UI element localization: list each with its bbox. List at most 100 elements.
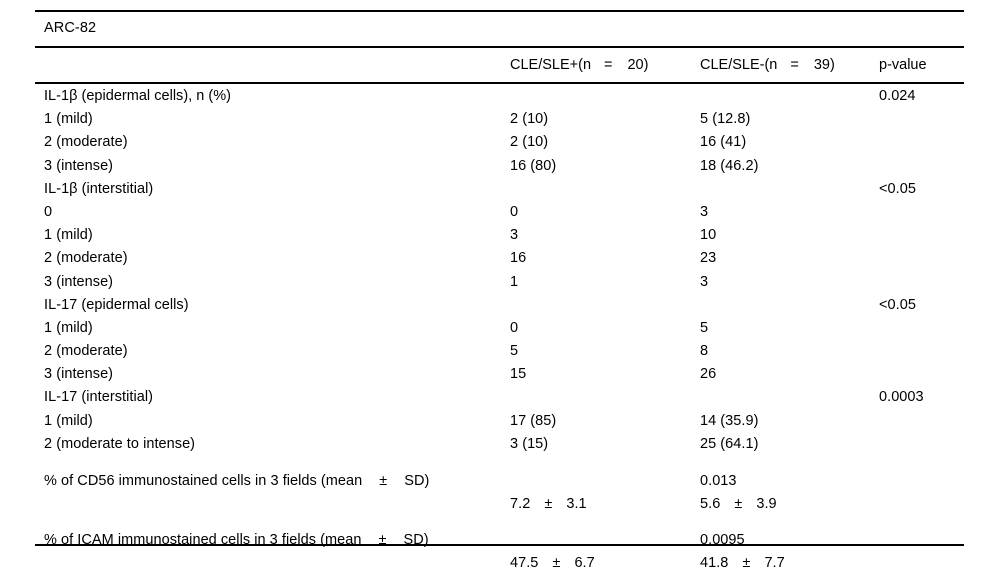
row-value-clesle-positive: 5 — [510, 343, 519, 360]
column-header-clesle-negative: CLE/SLE-(n = 39) — [700, 55, 835, 75]
row-value-clesle-negative: 8 — [700, 343, 709, 360]
summary-row-cd56-values: 7.2 ±3.1 5.6 ±3.9 — [0, 494, 1000, 517]
mean-value: 41.8 — [700, 555, 729, 572]
row-value-clesle-positive: 16 (80) — [510, 157, 557, 174]
sd-value: 3.1 — [566, 496, 587, 512]
mean-value: 5.6 — [700, 496, 721, 512]
mean-value: 47.5 — [510, 555, 539, 572]
row-value-clesle-positive: 1 — [510, 273, 519, 290]
column-header-clesle-positive: CLE/SLE+(n = 20) — [510, 55, 648, 75]
row-value-clesle-negative: 5 (12.8) — [700, 111, 751, 128]
sd-value: 7.7 — [764, 555, 785, 572]
row-value-clesle-negative: 14 (35.9) — [700, 412, 759, 429]
row-label: 3 (intense) — [44, 366, 114, 383]
spacer-row — [0, 458, 1000, 471]
plus-minus-icon: ± — [378, 532, 387, 549]
row-value-pvalue: <0.05 — [879, 180, 916, 197]
rule-below-title — [35, 46, 964, 48]
row-value-clesle-negative: 5 — [700, 319, 709, 336]
summary-value-cd56-clesle-negative: 5.6 ±3.9 — [700, 494, 777, 514]
row-label: 2 (moderate) — [44, 250, 128, 267]
row-value-clesle-positive: 0 — [510, 203, 519, 220]
row-label: 2 (moderate) — [44, 134, 128, 151]
summary-row-cd56-label: % of CD56 immunostained cells in 3 field… — [0, 471, 1000, 494]
table-row: IL-17 (epidermal cells) <0.05 — [0, 295, 1000, 318]
row-label: 1 (mild) — [44, 412, 93, 429]
summary-label-token-sd: SD) — [404, 472, 430, 489]
row-value-clesle-negative: 18 (46.2) — [700, 157, 759, 174]
row-value-clesle-negative: 3 — [700, 273, 709, 290]
row-value-clesle-positive: 17 (85) — [510, 412, 557, 429]
table-row: 1 (mild) 17 (85) 14 (35.9) — [0, 411, 1000, 434]
header-token-label: CLE/SLE+(n — [510, 57, 592, 73]
table-header-row: CLE/SLE+(n = 20) CLE/SLE-(n = 39) p-value — [0, 55, 1000, 77]
table-row: 2 (moderate) 2 (10) 16 (41) — [0, 132, 1000, 155]
sd-value: 3.9 — [756, 496, 777, 512]
row-label: IL-17 (epidermal cells) — [44, 296, 189, 313]
rule-below-header — [35, 82, 964, 84]
table-row: 1 (mild) 0 5 — [0, 318, 1000, 341]
table-row: IL-1β (interstitial) <0.05 — [0, 179, 1000, 202]
table-row: 1 (mild) 2 (10) 5 (12.8) — [0, 109, 1000, 132]
table-row: 3 (intense) 1 3 — [0, 272, 1000, 295]
summary-pvalue-icam: 0.0095 — [700, 532, 745, 549]
table-row: 0 0 3 — [0, 202, 1000, 225]
table-row: IL-1β (epidermal cells), n (%) 0.024 — [0, 86, 1000, 109]
row-label: IL-17 (interstitial) — [44, 389, 153, 406]
header-token-label: CLE/SLE-(n — [700, 57, 778, 73]
plus-minus-icon: ± — [734, 496, 743, 512]
summary-value-cd56-clesle-positive: 7.2 ±3.1 — [510, 494, 587, 514]
row-value-clesle-negative: 10 — [700, 227, 717, 244]
row-value-clesle-positive: 3 — [510, 227, 519, 244]
row-label: 1 (mild) — [44, 227, 93, 244]
table-row: 2 (moderate) 5 8 — [0, 341, 1000, 364]
summary-pvalue-cd56: 0.013 — [700, 472, 737, 489]
plus-minus-icon: ± — [742, 555, 751, 572]
row-value-pvalue: 0.0003 — [879, 389, 924, 406]
row-label: 2 (moderate) — [44, 343, 128, 360]
row-value-pvalue: <0.05 — [879, 296, 916, 313]
mean-value: 7.2 — [510, 496, 531, 512]
row-value-clesle-positive: 2 (10) — [510, 111, 549, 128]
summary-row-icam-label: % of ICAM immunostained cells in 3 field… — [0, 530, 1000, 553]
summary-value-icam-clesle-negative: 41.8 ±7.7 — [700, 553, 785, 573]
rule-bottom — [35, 544, 964, 546]
row-value-clesle-positive: 0 — [510, 319, 519, 336]
plus-minus-icon: ± — [379, 472, 388, 489]
table-title: ARC-82 — [44, 20, 97, 36]
plus-minus-icon: ± — [544, 496, 553, 512]
row-value-clesle-negative: 26 — [700, 366, 717, 383]
header-token-equals: = — [604, 57, 613, 73]
summary-label-icam: % of ICAM immunostained cells in 3 field… — [44, 530, 429, 550]
row-label: IL-1β (epidermal cells), n (%) — [44, 88, 232, 104]
table-body: IL-1β (epidermal cells), n (%) 0.024 1 (… — [0, 86, 1000, 577]
row-value-clesle-positive: 15 — [510, 366, 527, 383]
header-token-equals: = — [790, 57, 799, 73]
row-value-clesle-negative: 25 (64.1) — [700, 435, 759, 452]
table-sheet: ARC-82 CLE/SLE+(n = 20) CLE/SLE-(n = 39) p-v… — [0, 10, 1000, 572]
sd-value: 6.7 — [574, 555, 595, 572]
row-label: 2 (moderate to intense) — [44, 435, 196, 452]
summary-label-cd56: % of CD56 immunostained cells in 3 field… — [44, 471, 429, 491]
table-row: 1 (mild) 3 10 — [0, 225, 1000, 248]
column-header-pvalue: p-value — [879, 57, 927, 73]
row-value-pvalue: 0.024 — [879, 88, 916, 104]
row-label: 3 (intense) — [44, 157, 114, 174]
row-label: 0 — [44, 203, 53, 220]
row-value-clesle-positive: 2 (10) — [510, 134, 549, 151]
summary-row-icam-values: 47.5 ±6.7 41.8 ±7.7 — [0, 553, 1000, 576]
header-token-value: 39) — [813, 57, 835, 73]
plus-minus-icon: ± — [552, 555, 561, 572]
row-value-clesle-negative: 23 — [700, 250, 717, 267]
rule-top — [35, 10, 964, 12]
row-label: IL-1β (interstitial) — [44, 180, 154, 197]
table-row: IL-17 (interstitial) 0.0003 — [0, 387, 1000, 410]
spacer-row — [0, 517, 1000, 530]
table-row: 3 (intense) 16 (80) 18 (46.2) — [0, 156, 1000, 179]
row-label: 1 (mild) — [44, 319, 93, 336]
summary-value-icam-clesle-positive: 47.5 ±6.7 — [510, 553, 595, 573]
summary-label-token-sd: SD) — [403, 532, 429, 549]
row-label: 3 (intense) — [44, 273, 114, 290]
summary-label-token-text: % of CD56 immunostained cells in 3 field… — [44, 472, 363, 489]
table-row: 3 (intense) 15 26 — [0, 364, 1000, 387]
